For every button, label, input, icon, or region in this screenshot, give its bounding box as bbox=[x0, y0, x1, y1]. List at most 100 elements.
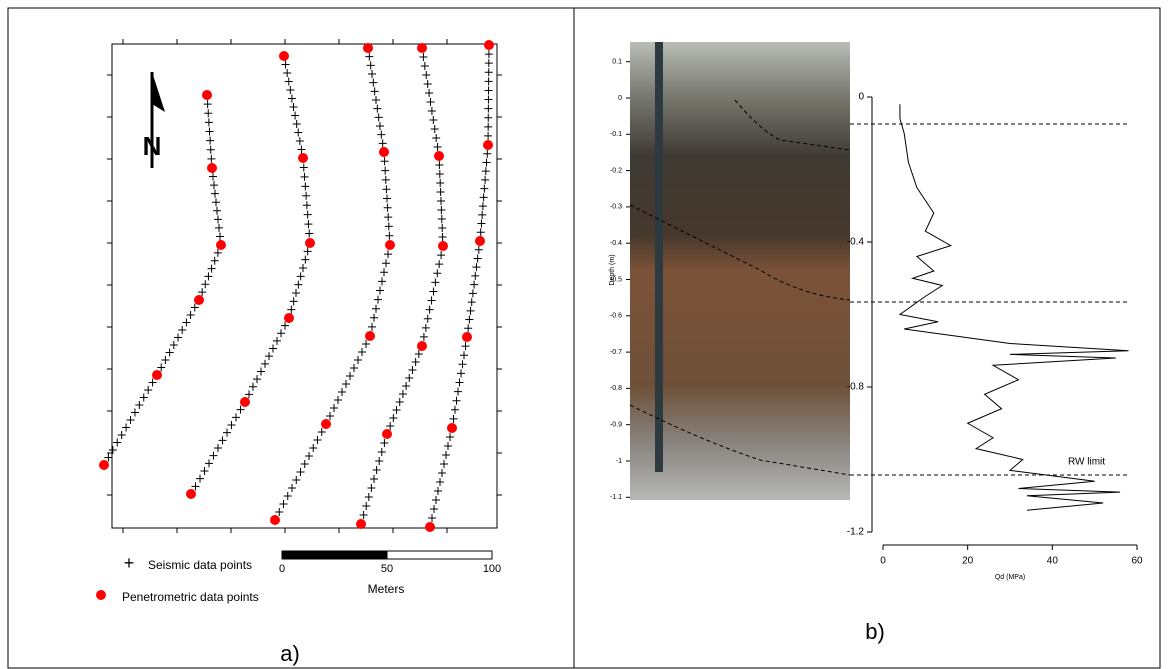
seismic-point bbox=[265, 352, 273, 361]
seismic-point bbox=[423, 80, 432, 88]
seismic-point bbox=[203, 100, 212, 109]
seismic-point bbox=[334, 396, 342, 404]
seismic-point bbox=[484, 68, 493, 77]
seismic-point bbox=[382, 259, 390, 268]
seismic-point bbox=[438, 469, 446, 477]
photo-tick-label: -0.4 bbox=[610, 240, 622, 247]
seismic-point bbox=[313, 436, 322, 444]
penetrometric-point bbox=[284, 313, 294, 323]
seismic-point bbox=[294, 280, 303, 289]
seismic-point bbox=[484, 95, 493, 104]
penetrometric-point bbox=[305, 238, 315, 248]
seismic-point bbox=[384, 250, 392, 259]
legend-label: Penetrometric data points bbox=[122, 590, 259, 604]
seismic-point bbox=[484, 131, 493, 140]
seismic-point bbox=[484, 104, 493, 113]
seismic-point bbox=[372, 304, 380, 313]
seismic-point bbox=[384, 222, 393, 231]
seismic-point bbox=[210, 256, 219, 265]
seismic-point bbox=[300, 460, 309, 468]
seismic-point bbox=[346, 372, 354, 380]
seismic-point bbox=[422, 71, 431, 79]
seismic-point bbox=[204, 118, 213, 127]
seismic-point bbox=[477, 219, 486, 228]
seismic-point bbox=[427, 107, 436, 115]
seismic-point bbox=[430, 125, 439, 133]
qd-profile bbox=[898, 104, 1129, 511]
photo-tick-label: 0.1 bbox=[612, 59, 622, 66]
panel-label: b) bbox=[865, 619, 885, 644]
seismic-point bbox=[419, 332, 428, 341]
panel-b-frame bbox=[573, 7, 1161, 669]
map-ticks bbox=[107, 39, 502, 533]
seismic-point bbox=[381, 166, 390, 175]
y-tick-label: 0 bbox=[858, 92, 864, 103]
seismic-point bbox=[376, 286, 384, 295]
seismic-point bbox=[207, 154, 216, 163]
penetrometric-point bbox=[417, 43, 427, 53]
penetrometric-point bbox=[483, 140, 493, 150]
seismic-point bbox=[432, 496, 440, 504]
seismic-point bbox=[436, 188, 445, 196]
penetrometric-point bbox=[363, 43, 373, 53]
seismic-point bbox=[429, 287, 438, 296]
seismic-point bbox=[253, 375, 261, 384]
seismic-point bbox=[440, 460, 448, 468]
seismic-point bbox=[468, 289, 477, 298]
seismic-point bbox=[433, 143, 442, 151]
scale-unit: Meters bbox=[368, 582, 405, 596]
seismic-point bbox=[484, 50, 493, 59]
penetrometric-point bbox=[417, 341, 427, 351]
penetrometric-point bbox=[484, 40, 494, 50]
seismic-point bbox=[200, 467, 209, 475]
seismic-point bbox=[269, 344, 277, 353]
seismic-point bbox=[481, 175, 490, 184]
seismic-point bbox=[425, 89, 434, 97]
seismic-point bbox=[414, 350, 423, 358]
seismic-point bbox=[458, 360, 467, 369]
photo-axis-label: Depth (m) bbox=[609, 254, 616, 285]
seismic-point bbox=[381, 175, 390, 184]
seismic-point bbox=[296, 272, 305, 281]
north-label: N bbox=[143, 131, 162, 161]
seismic-point bbox=[398, 390, 407, 398]
seismic-point bbox=[261, 359, 269, 368]
penetrometric-point bbox=[382, 429, 392, 439]
seismic-point bbox=[206, 145, 215, 154]
seismic-point bbox=[294, 128, 303, 137]
seismic-point bbox=[210, 181, 218, 190]
scale-label: 50 bbox=[381, 563, 393, 575]
seismic-point bbox=[383, 194, 391, 203]
seismic-point bbox=[385, 231, 394, 240]
seismic-point bbox=[211, 189, 219, 198]
seismic-point bbox=[464, 324, 473, 333]
seismic-point bbox=[370, 475, 378, 483]
seismic-point bbox=[478, 202, 487, 211]
seismic-point bbox=[148, 378, 157, 387]
seismic-point bbox=[380, 439, 389, 447]
map-frame bbox=[111, 43, 498, 529]
seismic-point bbox=[122, 423, 131, 432]
horizon-line bbox=[629, 99, 851, 476]
seismic-point bbox=[370, 313, 378, 322]
seismic-point bbox=[300, 172, 309, 181]
seismic-point bbox=[283, 492, 292, 500]
seismic-point bbox=[174, 333, 182, 342]
seismic-point bbox=[338, 388, 346, 396]
seismic-point bbox=[370, 87, 379, 96]
seismic-point bbox=[389, 414, 398, 422]
photo-tick-label: -0.1 bbox=[610, 131, 622, 138]
seismic-point bbox=[470, 280, 479, 289]
seismic-point bbox=[367, 484, 376, 492]
seismic-point bbox=[214, 444, 222, 452]
seismic-point bbox=[375, 457, 384, 465]
seismic-point bbox=[479, 193, 488, 202]
seismic-point bbox=[377, 130, 386, 139]
seismic-point bbox=[436, 478, 444, 486]
seismic-point bbox=[484, 113, 493, 122]
seismic-point bbox=[287, 305, 296, 314]
seismic-point bbox=[373, 104, 382, 113]
penetrometric-point bbox=[152, 370, 162, 380]
seismic-point bbox=[358, 348, 366, 356]
seismic-point bbox=[432, 134, 441, 142]
